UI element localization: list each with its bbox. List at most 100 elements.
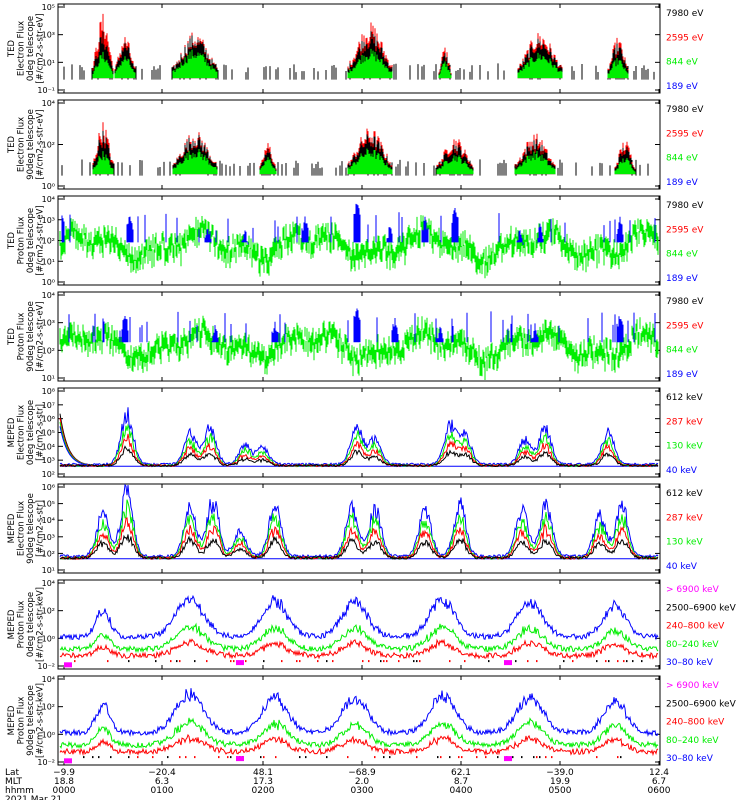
y-tick-label: 10⁵ bbox=[42, 429, 55, 438]
flux-dot bbox=[245, 660, 247, 663]
y-tick-label: 10³ bbox=[42, 319, 55, 328]
y-tick-label: 10⁻² bbox=[37, 662, 55, 671]
flux-dot bbox=[536, 756, 538, 759]
legend-entry: 7980 eV bbox=[666, 297, 704, 307]
x-tick-hhmm: 0600 bbox=[648, 786, 671, 796]
flux-dot bbox=[74, 660, 76, 663]
panel-data bbox=[63, 13, 655, 80]
flux-dot bbox=[110, 756, 112, 759]
flux-dot bbox=[449, 660, 451, 663]
flux-dot bbox=[347, 756, 349, 759]
flux-dot bbox=[167, 756, 169, 759]
flux-dot bbox=[107, 660, 109, 663]
y-axis-label-line: MEPED bbox=[7, 417, 17, 447]
legend-entry: 80–240 keV bbox=[666, 640, 719, 650]
flux-dot bbox=[155, 660, 157, 663]
y-axis-label-line: MEPED bbox=[7, 705, 17, 735]
flux-dot bbox=[260, 756, 262, 759]
y-tick-label: 10⁶ bbox=[42, 415, 55, 424]
panel-data bbox=[59, 203, 659, 279]
flux-dot bbox=[317, 660, 319, 663]
series-line bbox=[59, 534, 659, 561]
flux-dot bbox=[632, 660, 634, 663]
y-axis-label-line: [#/cm2-s-str-eV] bbox=[36, 205, 46, 275]
series-line bbox=[59, 499, 659, 561]
x-tick-mlt: 18.8 bbox=[54, 777, 74, 787]
y-axis-label: MEPED Proton Flux 0deg telescope [#/cm2-s-s… bbox=[7, 587, 46, 662]
flux-dot bbox=[326, 756, 328, 759]
x-tick-lat: 12.4 bbox=[649, 768, 669, 778]
y-tick-label: 10¹ bbox=[42, 566, 55, 575]
y-axis-label-line: TED bbox=[7, 135, 17, 154]
x-tick-hhmm: 0300 bbox=[351, 786, 374, 796]
y-tick-label: 10⁻² bbox=[37, 758, 55, 767]
flux-dot bbox=[440, 756, 442, 759]
x-axis-row-label: hhmm bbox=[5, 786, 34, 796]
flux-dot bbox=[206, 660, 208, 663]
flux-dot bbox=[179, 660, 181, 663]
legend-entry: 189 eV bbox=[666, 370, 699, 380]
flux-dot bbox=[521, 756, 523, 759]
legend-entry: 7980 eV bbox=[666, 9, 704, 19]
flux-dot bbox=[152, 756, 154, 759]
legend-entry: 2595 eV bbox=[666, 321, 704, 331]
flux-blob bbox=[64, 758, 72, 764]
flux-dot bbox=[398, 660, 400, 663]
x-tick-lat: 62.1 bbox=[451, 768, 471, 778]
legend-entry: 30–80 keV bbox=[666, 658, 714, 668]
flux-dot bbox=[227, 756, 229, 759]
panel-data bbox=[59, 483, 659, 561]
y-tick-label: 10¹ bbox=[42, 374, 55, 383]
y-axis-label-line: TED bbox=[7, 327, 17, 346]
flux-dot bbox=[596, 756, 598, 759]
flux-dot bbox=[194, 660, 196, 663]
y-axis-label: TED Electron Flux 0deg telescope [#/cm2-s-s… bbox=[7, 13, 46, 83]
x-tick-mlt: 6.7 bbox=[652, 777, 666, 787]
x-tick-hhmm: 0400 bbox=[450, 786, 473, 796]
y-tick-label: 10⁰ bbox=[42, 730, 55, 739]
y-tick-label: 10² bbox=[42, 549, 55, 558]
flux-dot bbox=[608, 660, 610, 663]
x-axis-row-label: MLT bbox=[5, 777, 23, 787]
y-tick-label: 10² bbox=[42, 237, 55, 246]
flux-dot bbox=[374, 756, 376, 759]
y-tick-label: 10⁴ bbox=[42, 675, 55, 684]
y-tick-label: 10⁷ bbox=[42, 401, 55, 410]
panel-data bbox=[59, 407, 659, 468]
x-tick-mlt: 6.3 bbox=[155, 777, 169, 787]
x-tick-hhmm: 0100 bbox=[151, 786, 174, 796]
flux-dot bbox=[551, 756, 553, 759]
y-axis-label-line: [#/cm2-s-str] bbox=[36, 404, 46, 461]
legend-entry: 2500–6900 keV bbox=[666, 603, 737, 613]
y-tick-label: 10³ bbox=[42, 31, 55, 40]
legend-entry: 287 keV bbox=[666, 513, 703, 523]
x-tick-lat: −68.9 bbox=[348, 768, 376, 778]
panel-frame bbox=[57, 675, 661, 766]
flux-dot bbox=[605, 660, 607, 663]
y-tick-label: 10⁴ bbox=[42, 516, 55, 525]
legend-entry: 2500–6900 keV bbox=[666, 699, 737, 709]
y-axis-label-line: [#/cm2-s-str-eV] bbox=[36, 13, 46, 83]
flux-blob bbox=[236, 756, 244, 762]
flux-dot bbox=[230, 756, 232, 759]
legend-entry: 2595 eV bbox=[666, 129, 704, 139]
x-tick-hhmm: 0000 bbox=[53, 786, 76, 796]
y-axis-label-line: Proton Flux bbox=[17, 601, 27, 649]
legend-entry: 2595 eV bbox=[666, 33, 704, 43]
flux-dot bbox=[137, 756, 139, 759]
flux-dot bbox=[83, 756, 85, 759]
panel-data bbox=[59, 308, 659, 380]
x-axis-row-label: Lat bbox=[5, 768, 20, 778]
panel-2: 10⁴ 10² 10⁰ TED Electron Flux 90deg telescope… bbox=[7, 99, 704, 191]
legend-entry: 7980 eV bbox=[666, 105, 704, 115]
flux-dot bbox=[263, 660, 265, 663]
flux-dot bbox=[596, 660, 598, 663]
panel-data bbox=[61, 122, 649, 176]
legend-entry: 844 eV bbox=[666, 250, 699, 260]
series-line bbox=[59, 688, 659, 737]
panel-frame bbox=[57, 291, 661, 382]
